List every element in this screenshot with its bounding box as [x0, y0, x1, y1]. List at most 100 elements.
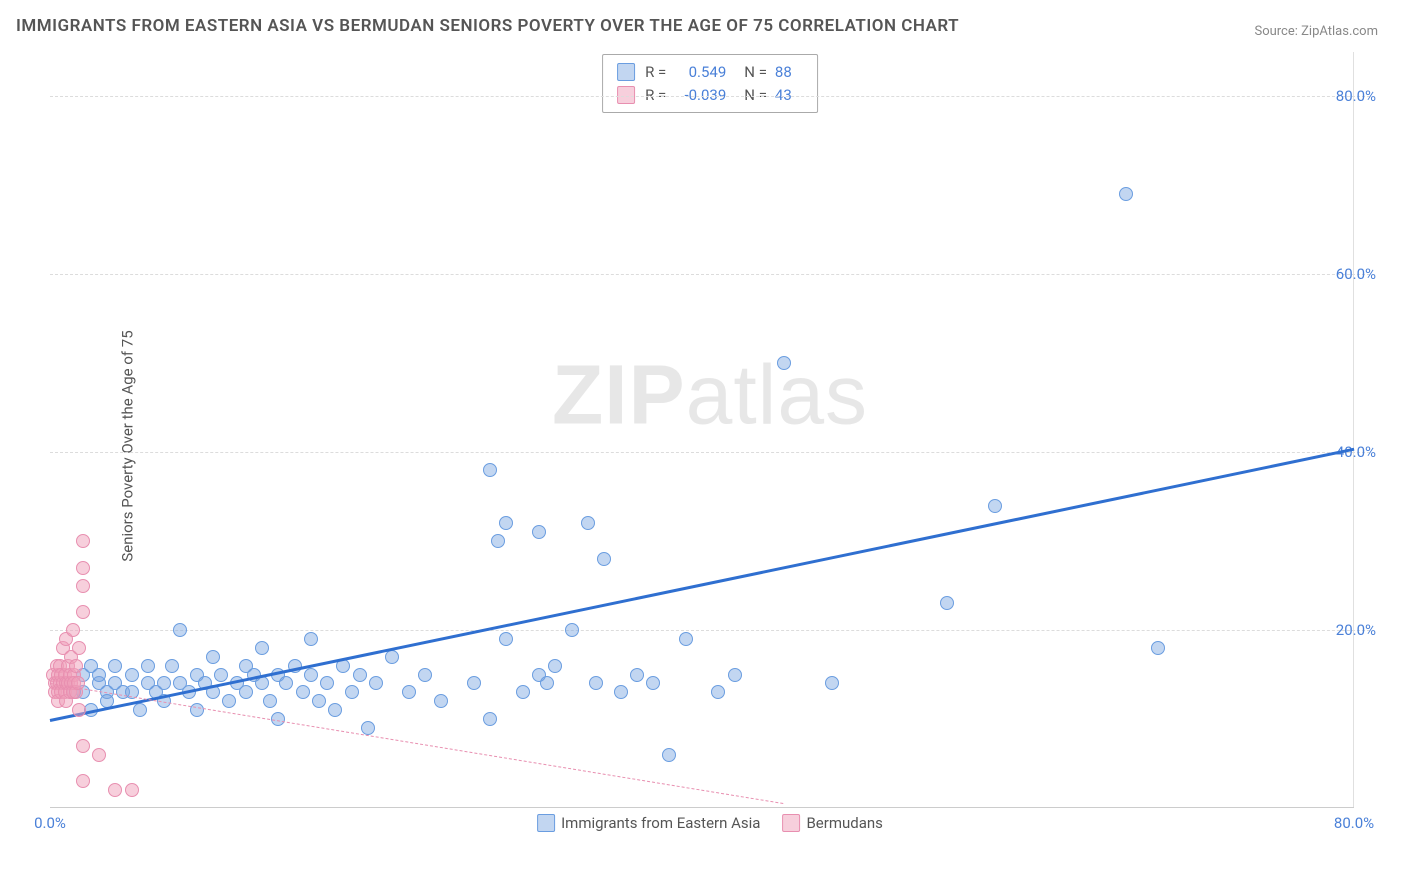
watermark: ZIPatlas [552, 347, 868, 444]
data-point [353, 668, 367, 682]
data-point [540, 676, 554, 690]
data-point [345, 685, 359, 699]
data-point [467, 676, 481, 690]
correlation-legend-box: R = 0.549 N = 88 R = -0.039 N = 43 [602, 54, 818, 113]
data-point [728, 668, 742, 682]
r-value: -0.039 [674, 84, 726, 107]
data-point [499, 632, 513, 646]
n-value: 88 [775, 61, 803, 84]
data-point [76, 605, 90, 619]
legend-row: R = -0.039 N = 43 [617, 84, 803, 107]
data-point [777, 356, 791, 370]
y-tick-label: 60.0% [1336, 265, 1376, 283]
series-legend: Immigrants from Eastern Asia Bermudans [537, 814, 883, 832]
x-tick-label: 0.0% [34, 814, 66, 832]
n-label: N = [744, 84, 767, 107]
r-label: R = [645, 61, 666, 84]
data-point [255, 641, 269, 655]
data-point [296, 685, 310, 699]
data-point [72, 641, 86, 655]
source-attribution: Source: ZipAtlas.com [1254, 24, 1378, 39]
data-point [516, 685, 530, 699]
data-point [125, 668, 139, 682]
data-point [312, 694, 326, 708]
data-point [222, 694, 236, 708]
legend-swatch [537, 814, 555, 832]
data-point [361, 721, 375, 735]
data-point [76, 534, 90, 548]
data-point [679, 632, 693, 646]
data-point [646, 676, 660, 690]
r-value: 0.549 [674, 61, 726, 84]
data-point [76, 774, 90, 788]
y-tick-label: 20.0% [1336, 621, 1376, 639]
data-point [173, 623, 187, 637]
trend-line [50, 683, 784, 804]
legend-row: R = 0.549 N = 88 [617, 61, 803, 84]
gridline [50, 452, 1370, 453]
data-point [711, 685, 725, 699]
y-axis-line [1353, 52, 1354, 808]
gridline [50, 274, 1370, 275]
data-point [662, 748, 676, 762]
data-point [1119, 187, 1133, 201]
n-label: N = [744, 61, 767, 84]
gridline [50, 96, 1370, 97]
data-point [304, 668, 318, 682]
data-point [69, 659, 83, 673]
data-point [92, 748, 106, 762]
data-point [141, 659, 155, 673]
r-label: R = [645, 84, 666, 107]
data-point [263, 694, 277, 708]
data-point [108, 659, 122, 673]
footer-legend-item: Immigrants from Eastern Asia [537, 814, 760, 832]
data-point [385, 650, 399, 664]
scatter-plot-area: ZIPatlas R = 0.549 N = 88 R = -0.039 N = 43 Imm… [50, 52, 1370, 832]
data-point [214, 668, 228, 682]
data-point [548, 659, 562, 673]
data-point [76, 579, 90, 593]
data-point [491, 534, 505, 548]
n-value: 43 [775, 84, 803, 107]
data-point [165, 659, 179, 673]
data-point [76, 561, 90, 575]
footer-legend-item: Bermudans [782, 814, 882, 832]
y-tick-label: 80.0% [1336, 87, 1376, 105]
data-point [589, 676, 603, 690]
data-point [532, 525, 546, 539]
data-point [988, 499, 1002, 513]
data-point [125, 783, 139, 797]
x-axis-line [50, 807, 1354, 808]
data-point [157, 676, 171, 690]
data-point [1151, 641, 1165, 655]
data-point [304, 632, 318, 646]
data-point [402, 685, 416, 699]
data-point [434, 694, 448, 708]
gridline [50, 630, 1370, 631]
legend-swatch [617, 86, 635, 104]
data-point [133, 703, 147, 717]
data-point [66, 623, 80, 637]
data-point [239, 685, 253, 699]
data-point [72, 703, 86, 717]
legend-swatch [617, 63, 635, 81]
data-point [76, 739, 90, 753]
data-point [597, 552, 611, 566]
data-point [565, 623, 579, 637]
chart-title: IMMIGRANTS FROM EASTERN ASIA VS BERMUDAN… [16, 16, 959, 36]
legend-label: Immigrants from Eastern Asia [561, 814, 760, 832]
data-point [279, 676, 293, 690]
trend-line [50, 448, 1355, 722]
data-point [483, 463, 497, 477]
data-point [940, 596, 954, 610]
data-point [581, 516, 595, 530]
data-point [206, 650, 220, 664]
data-point [92, 668, 106, 682]
data-point [369, 676, 383, 690]
data-point [320, 676, 334, 690]
data-point [108, 783, 122, 797]
data-point [328, 703, 342, 717]
x-tick-label: 80.0% [1334, 814, 1374, 832]
data-point [825, 676, 839, 690]
data-point [483, 712, 497, 726]
